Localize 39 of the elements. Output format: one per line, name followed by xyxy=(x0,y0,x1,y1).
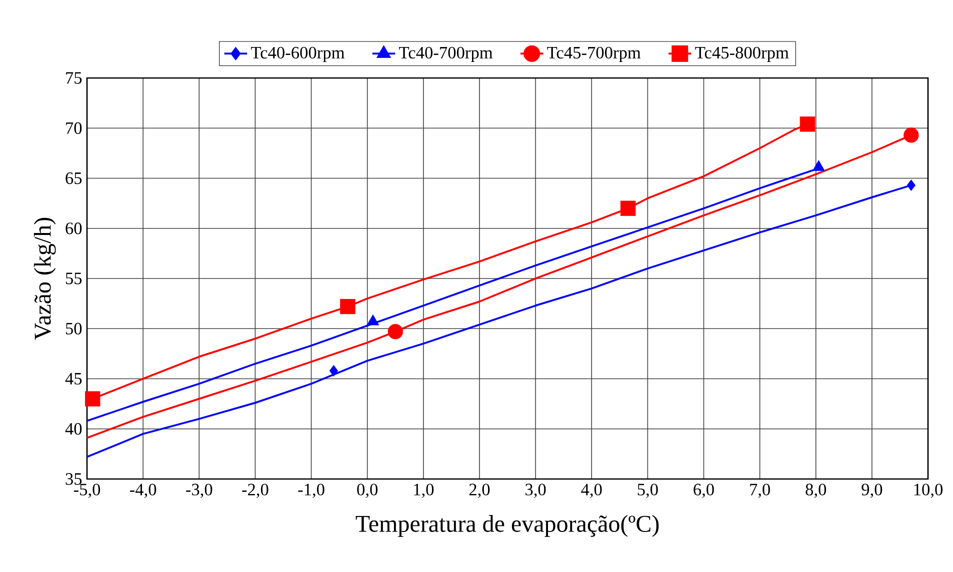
y-tick-label: 60 xyxy=(66,222,82,234)
x-tick-label: -5,0 xyxy=(74,484,100,498)
point xyxy=(329,365,338,376)
legend-label: Tc45-700rpm xyxy=(547,46,641,62)
x-axis-title: Temperatura de evaporação(ºC) xyxy=(356,515,659,537)
x-tick-label: 1,0 xyxy=(414,484,434,498)
x-tick-label: -2,0 xyxy=(242,484,268,498)
y-tick-label: 40 xyxy=(65,423,82,435)
x-tick-label: 9,0 xyxy=(862,484,882,498)
x-tick-label: -3,0 xyxy=(186,484,212,498)
point xyxy=(904,128,919,143)
x-tick-label: -4,0 xyxy=(130,484,156,498)
y-tick-label: 65 xyxy=(66,172,82,184)
y-tick-label: 55 xyxy=(66,272,82,284)
x-tick-label: 7,0 xyxy=(750,484,770,498)
legend-label: Tc40-600rpm xyxy=(250,46,345,62)
y-axis-title: Vazão (kg/h) xyxy=(34,218,56,340)
x-tick-label: 3,0 xyxy=(526,484,546,498)
point xyxy=(800,116,816,132)
x-tick-label: 6,0 xyxy=(694,484,714,498)
x-tick-label: 4,0 xyxy=(581,484,602,498)
x-tick-label: -1,0 xyxy=(298,484,324,498)
point xyxy=(388,324,403,340)
y-tick-label: 75 xyxy=(66,72,82,84)
point xyxy=(85,391,100,406)
point xyxy=(906,180,916,191)
x-tick-label: 2,0 xyxy=(469,484,490,498)
x-tick-label: 0,0 xyxy=(357,484,378,498)
y-tick-label: 45 xyxy=(65,372,82,385)
legend-label: Tc45-800rpm xyxy=(695,46,789,62)
x-tick-label: 5,0 xyxy=(638,484,658,498)
point xyxy=(620,200,636,216)
y-tick-label: 50 xyxy=(66,322,82,334)
x-tick-label: 8,0 xyxy=(806,484,826,498)
y-tick-label: 35 xyxy=(66,473,82,485)
point xyxy=(340,298,356,314)
y-tick-label: 70 xyxy=(66,122,82,134)
x-tick-label: 10,0 xyxy=(914,484,943,498)
legend-label: Tc40-700rpm xyxy=(399,46,493,62)
